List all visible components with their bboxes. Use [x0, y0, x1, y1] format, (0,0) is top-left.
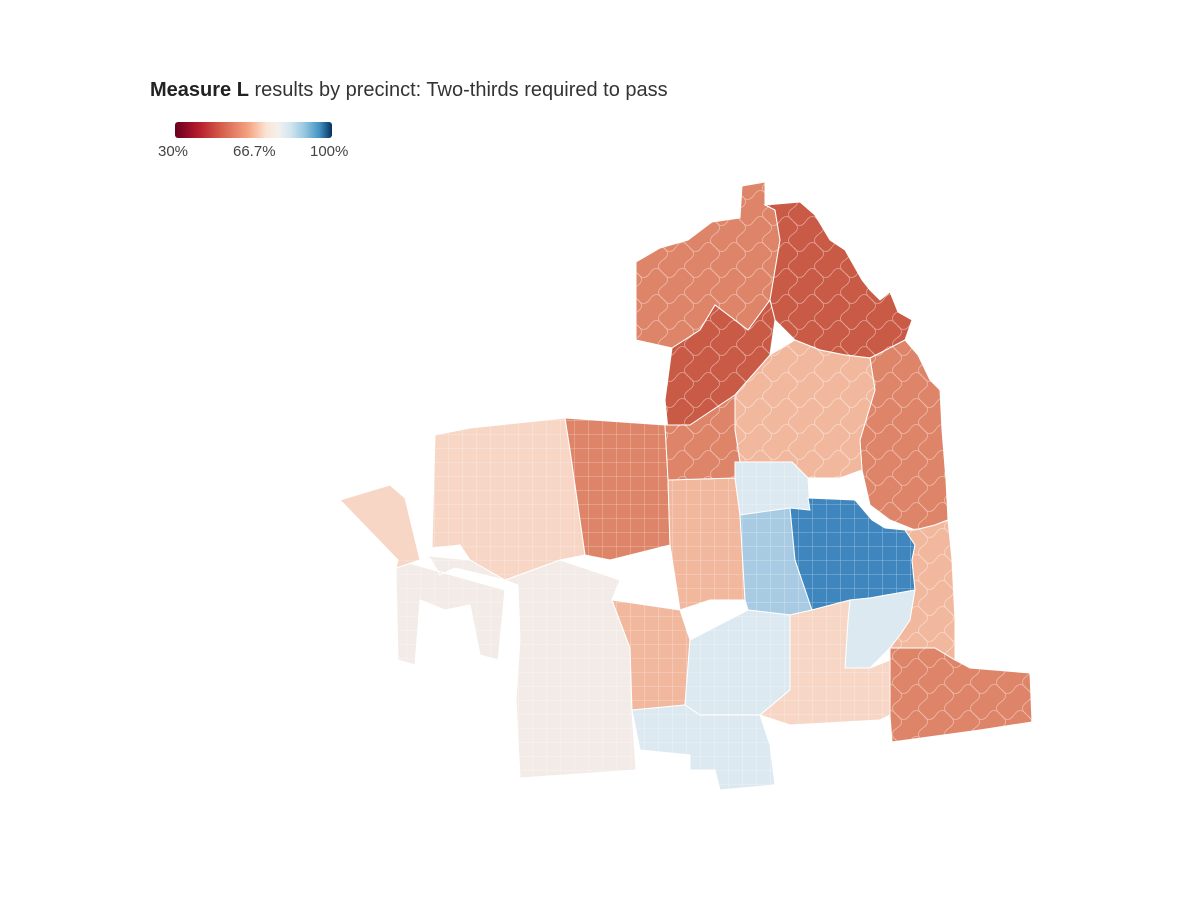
legend-mid-label: 66.7% [233, 143, 276, 160]
map-title: Measure L results by precinct: Two-third… [150, 79, 668, 102]
color-legend: 30% 66.7% 100% [158, 120, 370, 165]
hill-street-overlay [636, 182, 1032, 742]
map-title-rest: results by precinct: Two-thirds required… [248, 79, 668, 101]
map-title-bold: Measure L [150, 79, 249, 101]
legend-max-label: 100% [310, 143, 349, 160]
street-grid-overlay [396, 418, 915, 790]
legend-gradient-bar [175, 122, 332, 138]
precinct-marina[interactable] [339, 484, 421, 569]
legend-min-label: 30% [158, 143, 189, 160]
